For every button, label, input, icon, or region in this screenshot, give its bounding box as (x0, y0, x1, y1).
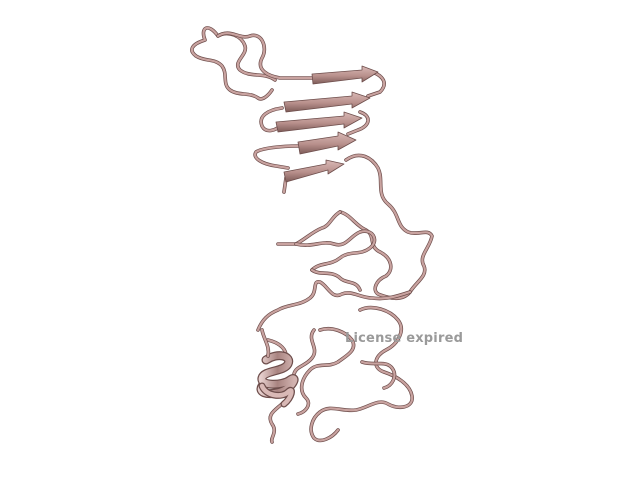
coil-lower (266, 305, 414, 444)
coil-right-loop (338, 153, 434, 301)
license-expired-watermark: License expired (345, 331, 464, 346)
alpha-helix (256, 328, 299, 408)
beta-sheet (275, 65, 379, 183)
coil-middle (256, 210, 412, 332)
